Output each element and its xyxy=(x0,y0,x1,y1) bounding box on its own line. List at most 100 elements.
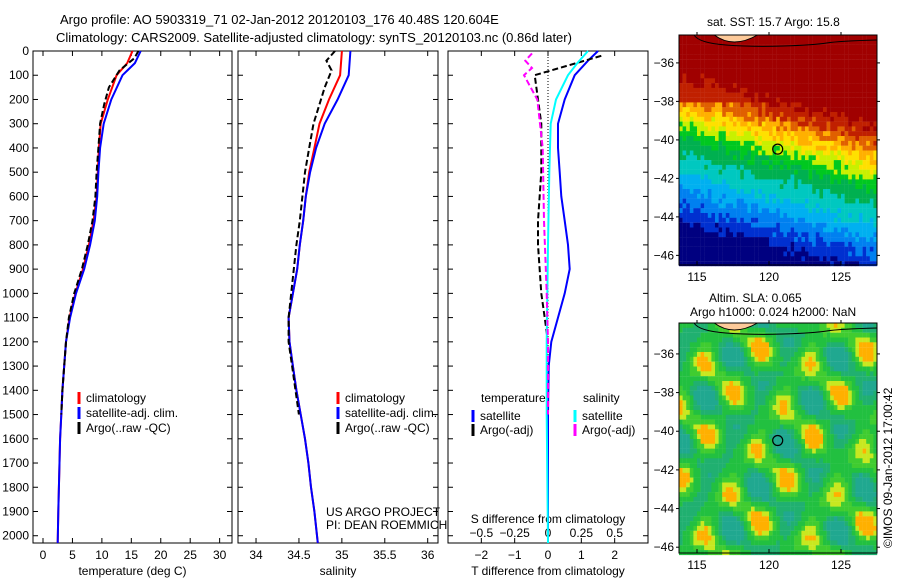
map-cell xyxy=(848,189,852,194)
map-cell xyxy=(722,199,726,204)
map-cell xyxy=(791,381,795,386)
map-cell xyxy=(733,228,737,233)
map-cell xyxy=(758,252,762,257)
map-cell xyxy=(870,415,874,420)
map-cell xyxy=(830,88,834,93)
map-cell xyxy=(863,396,867,401)
map-cell xyxy=(783,141,787,146)
map-cell xyxy=(845,59,849,64)
map-cell xyxy=(816,151,820,156)
map-cell xyxy=(801,357,805,362)
map-cell xyxy=(845,497,849,502)
map-cell xyxy=(819,64,823,69)
map-cell xyxy=(697,141,701,146)
map-cell xyxy=(697,400,701,405)
map-cell xyxy=(830,376,834,381)
map-cell xyxy=(798,502,802,507)
map-cell xyxy=(719,45,723,50)
map-cell xyxy=(755,112,759,117)
map-cell xyxy=(841,237,845,242)
map-cell xyxy=(812,439,816,444)
map-cell xyxy=(722,473,726,478)
map-cell xyxy=(711,439,715,444)
map-cell xyxy=(758,203,762,208)
map-cell xyxy=(866,483,870,488)
map-cell xyxy=(693,122,697,127)
map-cell xyxy=(787,93,791,98)
map-cell xyxy=(834,208,838,213)
map-cell xyxy=(841,141,845,146)
map-cell xyxy=(852,88,856,93)
map-cell xyxy=(773,376,777,381)
map-cell xyxy=(697,117,701,122)
map-cell xyxy=(715,420,719,425)
map-cell xyxy=(733,170,737,175)
map-cell xyxy=(737,439,741,444)
map-cell xyxy=(823,410,827,415)
map-cell xyxy=(679,400,683,405)
map-cell xyxy=(783,59,787,64)
map-cell xyxy=(722,98,726,103)
map-cell xyxy=(827,376,831,381)
map-cell xyxy=(845,463,849,468)
map-cell xyxy=(690,434,694,439)
map-cell xyxy=(845,107,849,112)
map-cell xyxy=(773,199,777,204)
map-cell xyxy=(773,69,777,74)
map-cell xyxy=(726,74,730,79)
map-cell xyxy=(841,463,845,468)
map-cell xyxy=(719,415,723,420)
map-cell xyxy=(859,213,863,218)
map-cell xyxy=(744,189,748,194)
map-cell xyxy=(852,184,856,189)
map-cell xyxy=(701,98,705,103)
map-cell xyxy=(823,78,827,83)
map-cell xyxy=(805,487,809,492)
map-cell xyxy=(845,376,849,381)
map-cell xyxy=(863,434,867,439)
map-cell xyxy=(697,165,701,170)
map-cell xyxy=(852,338,856,343)
map-cell xyxy=(683,203,687,208)
map-cell xyxy=(816,347,820,352)
map-cell xyxy=(737,141,741,146)
map-cell xyxy=(830,468,834,473)
map-cell xyxy=(866,83,870,88)
map-cell xyxy=(740,381,744,386)
map-cell xyxy=(769,208,773,213)
map-cell xyxy=(769,232,773,237)
map-cell xyxy=(809,107,813,112)
map-cell xyxy=(794,78,798,83)
map-cell xyxy=(762,131,766,136)
map-cell xyxy=(711,237,715,242)
map-cell xyxy=(715,483,719,488)
map-cell xyxy=(744,487,748,492)
map-cell xyxy=(715,410,719,415)
map-cell xyxy=(722,54,726,59)
map-cell xyxy=(683,434,687,439)
map-cell xyxy=(690,342,694,347)
map-cell xyxy=(830,45,834,50)
map-cell xyxy=(780,333,784,338)
map-cell xyxy=(816,107,820,112)
map-cell xyxy=(827,69,831,74)
map-cell xyxy=(697,347,701,352)
map-cell xyxy=(704,242,708,247)
map-cell xyxy=(773,502,777,507)
map-cell xyxy=(690,333,694,338)
map-cell xyxy=(819,141,823,146)
map-cell xyxy=(845,420,849,425)
map-cell xyxy=(726,381,730,386)
map-cell xyxy=(805,410,809,415)
map-cell xyxy=(783,64,787,69)
map-cell xyxy=(855,64,859,69)
map-cell xyxy=(737,347,741,352)
map-cell xyxy=(747,107,751,112)
map-cell xyxy=(729,117,733,122)
map-cell xyxy=(729,228,733,233)
map-cell xyxy=(708,425,712,430)
map-cell xyxy=(686,256,690,261)
map-cell xyxy=(737,228,741,233)
map-cell xyxy=(834,434,838,439)
map-cell xyxy=(722,458,726,463)
